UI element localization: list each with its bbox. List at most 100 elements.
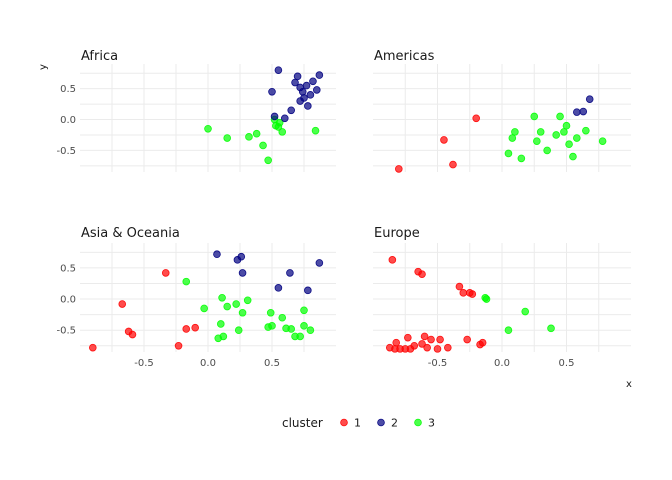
panel-africa: Africa -0.5 0.0 0.5	[56, 49, 336, 172]
data-point	[238, 308, 247, 317]
data-point	[280, 114, 289, 123]
data-point	[232, 300, 240, 308]
data-point	[455, 282, 464, 291]
data-point	[517, 154, 526, 163]
panel-europe: Europe -0.5 0.0 0.5	[373, 226, 631, 369]
data-point	[204, 125, 212, 133]
data-point	[287, 106, 296, 115]
data-point	[579, 107, 588, 116]
data-point	[274, 66, 283, 74]
data-point	[478, 338, 487, 347]
data-point	[286, 269, 294, 277]
data-point	[423, 343, 431, 352]
data-point	[270, 112, 279, 121]
data-point	[582, 126, 590, 135]
panel-title: Europe	[374, 226, 420, 241]
panels-layer: Africa -0.5 0.0 0.5 Americas Asia & Oceania -0…	[56, 49, 631, 369]
data-point	[89, 343, 97, 352]
data-point	[536, 128, 545, 136]
legend-entries: 1 2 3	[340, 417, 435, 430]
data-point	[274, 284, 283, 292]
data-point	[392, 338, 401, 347]
x-tick-label: 0.0	[200, 358, 216, 369]
data-point	[161, 269, 170, 277]
data-point	[504, 326, 513, 335]
x-tick-label: -0.5	[428, 358, 448, 369]
data-point	[521, 307, 530, 316]
data-point	[217, 320, 225, 328]
data-point	[433, 345, 442, 353]
data-point	[440, 136, 448, 144]
data-point	[468, 290, 477, 298]
data-point	[300, 94, 308, 102]
panel-title: Africa	[81, 49, 118, 64]
data-point	[304, 102, 312, 110]
data-point	[585, 95, 594, 103]
data-point	[573, 108, 581, 116]
x-tick-label: 0.5	[559, 358, 575, 369]
legend-marker	[377, 418, 385, 427]
data-point	[293, 72, 302, 81]
data-point	[306, 326, 315, 335]
data-point	[238, 269, 247, 277]
data-point	[573, 134, 581, 142]
data-point	[315, 259, 324, 267]
data-point	[410, 341, 419, 350]
data-point	[191, 323, 200, 332]
data-point	[219, 332, 228, 341]
data-point	[200, 304, 208, 313]
data-point	[562, 121, 571, 130]
data-point	[311, 126, 320, 135]
data-point	[459, 289, 468, 297]
data-point	[223, 134, 232, 142]
y-tick-label: 0.0	[60, 115, 76, 126]
data-point	[298, 87, 307, 96]
x-tick-label: -0.5	[134, 358, 154, 369]
data-point	[556, 112, 564, 121]
legend-entry: 3	[414, 417, 435, 430]
data-point	[275, 118, 284, 127]
data-point	[482, 295, 491, 303]
data-point	[174, 341, 183, 350]
data-point	[394, 165, 403, 173]
data-point	[315, 71, 324, 79]
data-point	[304, 286, 312, 295]
data-point	[472, 114, 481, 123]
data-point	[306, 91, 315, 99]
data-point	[128, 330, 137, 339]
data-point	[420, 332, 429, 341]
data-point	[427, 335, 435, 344]
panel-title: Americas	[374, 49, 435, 64]
data-point	[300, 306, 308, 315]
data-point	[223, 302, 232, 311]
data-point	[302, 81, 311, 90]
data-point	[266, 308, 275, 317]
data-point	[388, 256, 397, 264]
data-point	[213, 250, 221, 259]
x-tick-label: 0.5	[264, 358, 280, 369]
data-point	[237, 252, 246, 261]
data-point	[309, 77, 317, 86]
data-point	[300, 322, 308, 330]
x-tick-label: 0.0	[494, 358, 510, 369]
legend-marker	[340, 418, 348, 427]
legend-entry: 2	[377, 417, 398, 430]
data-point	[245, 133, 253, 141]
data-point	[436, 335, 444, 344]
data-point	[182, 277, 191, 286]
data-point	[296, 332, 304, 341]
data-point	[449, 160, 457, 169]
data-point	[565, 140, 573, 149]
data-point	[504, 149, 513, 158]
legend-title: cluster	[282, 416, 323, 430]
data-point	[552, 131, 560, 139]
data-point	[511, 128, 519, 136]
data-point	[287, 325, 296, 333]
data-point	[118, 300, 127, 308]
panel-asia-oceania: Asia & Oceania -0.5 0.0 0.5 -0.5 0.0 0.5	[56, 226, 336, 369]
y-tick-label: 0.0	[60, 295, 76, 306]
data-point	[418, 340, 426, 348]
legend-label: 1	[354, 417, 361, 430]
data-point	[418, 270, 426, 278]
